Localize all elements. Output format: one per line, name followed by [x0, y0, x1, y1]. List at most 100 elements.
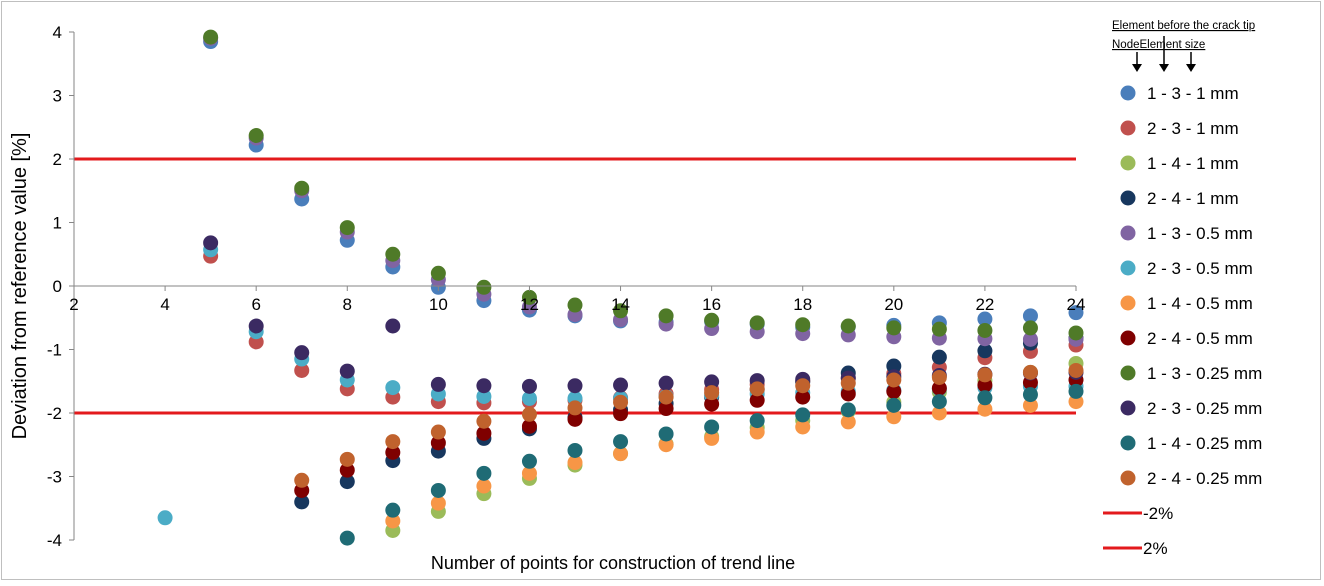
x-tick-label: 20	[884, 295, 903, 314]
legend-header-line1: Element before the crack tip	[1112, 20, 1255, 32]
legend-marker	[1120, 190, 1136, 206]
y-tick-label: 4	[53, 23, 62, 42]
data-point	[385, 246, 401, 262]
series-group	[339, 383, 1084, 546]
data-point	[476, 378, 492, 394]
data-point	[886, 409, 902, 425]
data-point	[613, 377, 629, 393]
x-tick-label: 24	[1067, 295, 1086, 314]
x-tick-label: 22	[975, 295, 994, 314]
legend-marker	[1120, 435, 1136, 451]
legend-label: 2 - 4 - 0.25 mm	[1147, 469, 1262, 488]
data-point	[385, 502, 401, 518]
data-point	[567, 400, 583, 416]
data-point	[704, 312, 720, 328]
data-point	[977, 322, 993, 338]
data-point	[704, 374, 720, 390]
data-point	[157, 510, 173, 526]
data-point	[886, 397, 902, 413]
data-point	[658, 375, 674, 391]
data-point	[1022, 308, 1038, 324]
x-axis-label: Number of points for construction of tre…	[431, 553, 795, 573]
legend-label: 2 - 4 - 0.5 mm	[1147, 329, 1253, 348]
legend-label: 2 - 3 - 1 mm	[1147, 119, 1239, 138]
y-tick-label: -1	[47, 341, 62, 360]
legend: Element before the crack tip NodeElement…	[1103, 20, 1262, 558]
data-point	[931, 380, 947, 396]
legend-label: -2%	[1143, 504, 1173, 523]
data-point	[658, 426, 674, 442]
data-point	[613, 406, 629, 422]
data-point	[476, 413, 492, 429]
data-point	[521, 453, 537, 469]
data-point	[795, 407, 811, 423]
y-tick-label: -3	[47, 468, 62, 487]
data-point	[339, 363, 355, 379]
data-point	[567, 297, 583, 313]
data-point	[294, 180, 310, 196]
series-group	[294, 372, 1084, 498]
legend-header-line2: NodeElement size	[1112, 39, 1205, 51]
data-point	[1022, 397, 1038, 413]
data-point	[476, 279, 492, 295]
y-tick-label: 1	[53, 214, 62, 233]
legend-label: 2 - 4 - 1 mm	[1147, 189, 1239, 208]
data-point	[203, 235, 219, 251]
data-point	[248, 318, 264, 334]
data-point	[886, 320, 902, 336]
data-point	[931, 369, 947, 385]
data-point	[840, 402, 856, 418]
data-point	[1068, 383, 1084, 399]
y-tick-label: 3	[53, 87, 62, 106]
legend-marker	[1120, 295, 1136, 311]
y-tick-label: 0	[53, 277, 62, 296]
data-point	[567, 455, 583, 471]
data-point	[521, 378, 537, 394]
data-point	[430, 265, 446, 281]
legend-marker	[1120, 470, 1136, 486]
series-group	[203, 235, 1084, 394]
data-point	[658, 437, 674, 453]
data-point	[795, 378, 811, 394]
plot-area	[74, 29, 1084, 546]
legend-label: 1 - 4 - 0.25 mm	[1147, 434, 1262, 453]
data-point	[795, 317, 811, 333]
data-point	[521, 406, 537, 422]
data-point	[567, 411, 583, 427]
data-point	[294, 472, 310, 488]
legend-arrows	[1132, 36, 1196, 72]
data-point	[977, 311, 993, 327]
x-tick-label: 10	[429, 295, 448, 314]
x-tick-label: 12	[520, 295, 539, 314]
legend-marker	[1120, 155, 1136, 171]
data-point	[521, 418, 537, 434]
data-point	[931, 321, 947, 337]
legend-marker	[1120, 225, 1136, 241]
data-point	[294, 362, 310, 378]
data-point	[430, 424, 446, 440]
data-point	[840, 375, 856, 391]
legend-marker	[1120, 400, 1136, 416]
x-tick-label: 16	[702, 295, 721, 314]
data-point	[1068, 325, 1084, 341]
data-point	[749, 381, 765, 397]
data-point	[476, 425, 492, 441]
data-point	[795, 389, 811, 405]
data-point	[749, 392, 765, 408]
series-group	[203, 30, 1084, 347]
y-tick-label: -4	[47, 531, 62, 550]
data-point	[704, 396, 720, 412]
legend-label: 2%	[1143, 539, 1168, 558]
data-point	[1022, 387, 1038, 403]
legend-label: 2 - 3 - 0.5 mm	[1147, 259, 1253, 278]
data-point	[476, 388, 492, 404]
data-point	[749, 315, 765, 331]
data-point	[430, 376, 446, 392]
data-point	[931, 349, 947, 365]
series-group	[385, 394, 1084, 529]
data-point	[658, 389, 674, 405]
data-point	[886, 383, 902, 399]
data-point	[977, 343, 993, 359]
